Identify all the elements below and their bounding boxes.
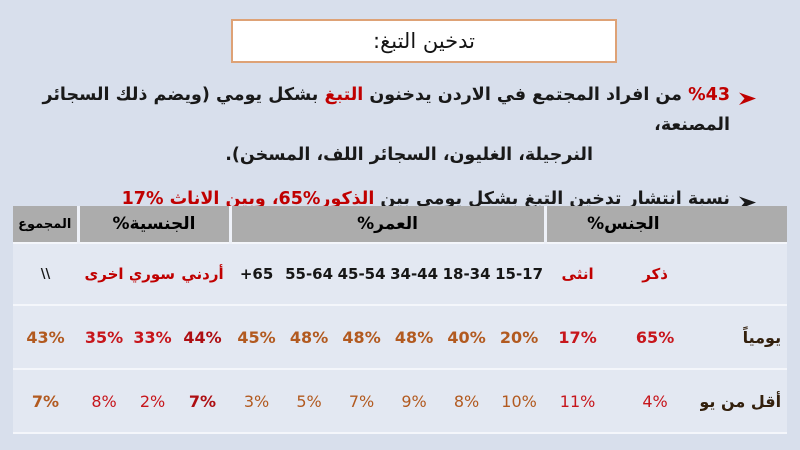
group-header-nationality: الجنسية% [76, 206, 231, 243]
row-label-less-than-daily: أقل من يومياً [700, 369, 788, 433]
value-ltd-total: 7% [13, 369, 78, 433]
sub-header-spacer [700, 243, 788, 305]
row-label-daily: يومياً [700, 305, 788, 369]
pct-43: %43 [688, 85, 730, 105]
value-daily-other: 35% [78, 305, 131, 369]
column-header-jordanian: أردني [175, 243, 231, 305]
value-ltd-other: 8% [78, 369, 131, 433]
value-ltd-55-64: 5% [283, 369, 336, 433]
value-daily-female: 17% [545, 305, 611, 369]
column-header-female: انثى [545, 243, 611, 305]
group-header-age: العمر% [228, 206, 546, 243]
table-group-header-row: الجنس% العمر% الجنسية% المجموع [13, 206, 788, 243]
column-header-age-15-17: 15-17 [493, 243, 546, 305]
value-daily-jordanian: 44% [175, 305, 231, 369]
column-header-total-mark: \\ [13, 243, 78, 305]
bullet2-text-a: نسبة انتشار تدخين التبغ بشكل يومي بين [374, 189, 730, 209]
column-header-age-34-44: 34-44 [388, 243, 441, 305]
table-row-daily: يومياً 65% 17% 20% 40% 48% 48% 48% 45% 4… [13, 305, 788, 369]
bullet1-text-b: بشكل يومي (ويضم ذلك السجائر المصنعة، [42, 85, 730, 135]
group-header-gender: الجنس% [543, 206, 701, 243]
column-header-other: اخرى [78, 243, 131, 305]
table-row-less-than-daily: أقل من يومياً 4% 11% 10% 8% 9% 7% 5% 3% … [13, 369, 788, 433]
value-ltd-65-plus: 3% [230, 369, 284, 433]
bullet1-text-a: من افراد المجتمع في الاردن يدخنون [363, 85, 689, 105]
title-box: تدخين التبغ: [231, 19, 617, 63]
page-title: تدخين التبغ: [373, 29, 476, 53]
column-header-male: ذكر [610, 243, 701, 305]
arrowhead-right-icon [738, 191, 757, 209]
value-daily-65-plus: 45% [230, 305, 284, 369]
value-ltd-34-44: 9% [388, 369, 441, 433]
value-daily-18-34: 40% [440, 305, 494, 369]
value-ltd-45-54: 7% [335, 369, 389, 433]
group-header-total: المجموع [13, 206, 78, 243]
value-ltd-15-17: 10% [493, 369, 546, 433]
bullet-list: %43 من افراد المجتمع في الاردن يدخنون ال… [41, 80, 757, 214]
value-daily-34-44: 48% [388, 305, 441, 369]
tobacco-word: التبغ [324, 85, 364, 105]
value-daily-45-54: 48% [335, 305, 389, 369]
smoking-table: الجنس% العمر% الجنسية% المجموع ذكر انثى … [13, 206, 788, 434]
bullet2-text-red: الذكور%65، وبين الاناث %17 [121, 189, 375, 209]
value-daily-55-64: 48% [283, 305, 336, 369]
value-ltd-female: 11% [545, 369, 611, 433]
value-daily-syrian: 33% [130, 305, 176, 369]
value-ltd-18-34: 8% [440, 369, 494, 433]
value-daily-male: 65% [610, 305, 701, 369]
bullet-item-smoking-rate: %43 من افراد المجتمع في الاردن يدخنون ال… [41, 80, 757, 170]
column-header-age-65-plus: 65+ [230, 243, 284, 305]
value-ltd-jordanian: 7% [175, 369, 231, 433]
bullet1-line2: النرجيلة، الغليون، السجائر اللف، المسخن)… [225, 145, 593, 165]
value-daily-total: 43% [13, 305, 78, 369]
arrowhead-right-icon [738, 87, 757, 105]
group-header-spacer [700, 206, 788, 243]
column-header-syrian: سوري [130, 243, 176, 305]
table-sub-header-row: ذكر انثى 15-17 18-34 34-44 45-54 55-64 6… [13, 243, 788, 305]
value-ltd-syrian: 2% [130, 369, 176, 433]
bullet-item-prevalence: نسبة انتشار تدخين التبغ بشكل يومي بين ال… [41, 184, 757, 214]
column-header-age-45-54: 45-54 [335, 243, 389, 305]
column-header-age-55-64: 55-64 [283, 243, 336, 305]
column-header-age-18-34: 18-34 [440, 243, 494, 305]
value-ltd-male: 4% [610, 369, 701, 433]
value-daily-15-17: 20% [493, 305, 546, 369]
